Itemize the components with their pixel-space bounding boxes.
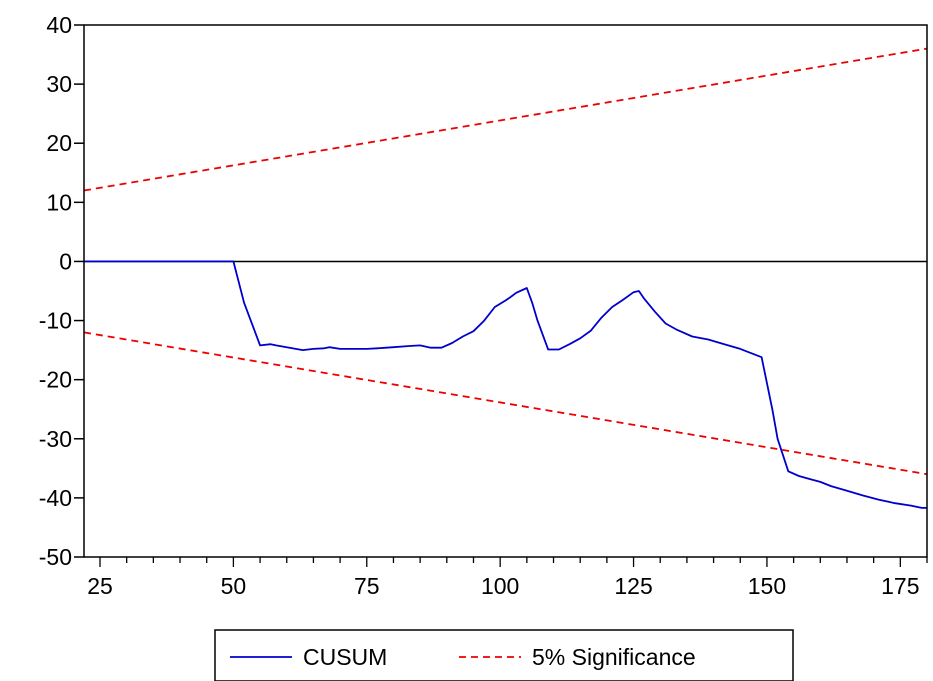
x-tick-label: 175 [881,573,919,599]
legend-label-significance: 5% Significance [532,644,696,670]
legend: CUSUM 5% Significance [214,629,794,681]
y-tick-label: 20 [46,130,72,156]
x-tick-label: 125 [614,573,652,599]
x-tick-label: 50 [221,573,247,599]
legend-box [214,629,794,681]
x-tick-label: 150 [748,573,786,599]
x-tick-label: 25 [87,573,113,599]
y-tick-label: 10 [46,189,72,215]
y-tick-label: 30 [46,71,72,97]
legend-label-cusum: CUSUM [303,644,387,670]
y-tick-label: -30 [39,426,72,452]
y-tick-label: -20 [39,367,72,393]
y-tick-label: -40 [39,485,72,511]
series-line-significance-upper [83,47,928,192]
x-tick-label: 75 [354,573,380,599]
series-line-significance-lower [83,331,928,476]
y-tick-label: 0 [59,248,72,274]
y-axis-ticks: 40 30 20 10 0 -10 -20 -30 -40 -50 [39,12,84,570]
series-line-cusum [84,260,927,509]
x-tick-label: 100 [481,573,519,599]
series-layer [83,47,928,509]
y-tick-label: -10 [39,308,72,334]
x-axis-ticks: 25 50 75 100 125 150 175 [87,557,928,599]
y-tick-label: 40 [46,12,72,38]
plot-frame [83,24,928,558]
y-tick-label: -50 [39,544,72,570]
